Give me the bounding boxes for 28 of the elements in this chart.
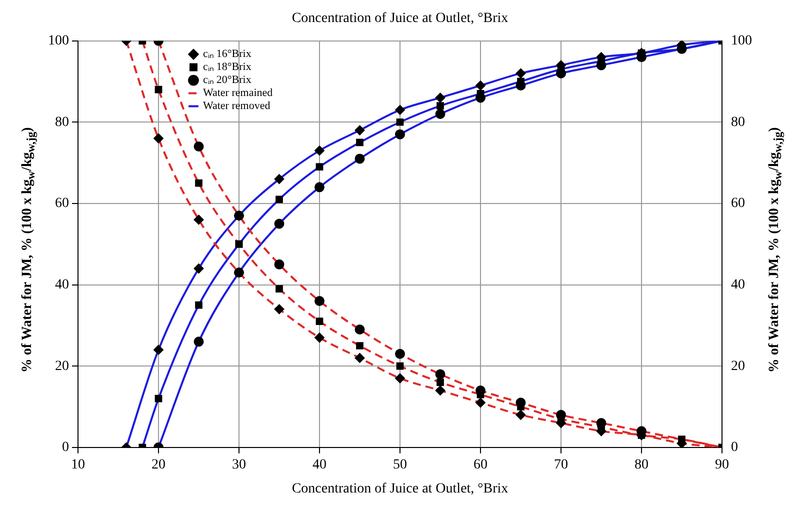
x-tick-label: 90 xyxy=(715,457,729,472)
y-tick-label: 20 xyxy=(55,358,69,374)
legend-label: cᵢₙ 18°Brix xyxy=(202,61,252,74)
legend-label: cᵢₙ 20°Brix xyxy=(202,74,252,86)
y2-tick-label: 20 xyxy=(731,358,745,374)
chart-title: Concentration of Juice at Outlet, °Brix xyxy=(292,11,508,26)
y2-tick-label: 80 xyxy=(731,114,745,130)
x-tick-label: 10 xyxy=(71,457,85,472)
y2-tick-label: 60 xyxy=(731,196,745,212)
x-axis-title: Concentration of Juice at Outlet, °Brix xyxy=(292,481,508,496)
x-tick-label: 70 xyxy=(554,457,568,472)
x-tick-label: 20 xyxy=(152,457,166,472)
y-tick-label: 60 xyxy=(55,196,69,212)
y2-tick-label: 40 xyxy=(731,277,745,292)
y2-tick-label: 0 xyxy=(731,440,738,456)
x-tick-label: 80 xyxy=(634,457,648,472)
x-tick-label: 30 xyxy=(232,457,246,472)
legend-label: Water remained xyxy=(202,87,274,100)
y-tick-label: 40 xyxy=(55,277,69,292)
x-tick-label: 50 xyxy=(393,457,407,472)
y-tick-label: 80 xyxy=(55,114,69,130)
y-tick-label: 0 xyxy=(62,440,69,456)
y-tick-label: 100 xyxy=(48,33,69,48)
legend-label: Water removed xyxy=(202,100,271,112)
x-tick-label: 40 xyxy=(312,457,326,472)
x-tick-label: 60 xyxy=(474,457,488,472)
legend-label: cᵢₙ 16°Brix xyxy=(202,48,252,60)
y2-tick-label: 100 xyxy=(731,33,752,48)
